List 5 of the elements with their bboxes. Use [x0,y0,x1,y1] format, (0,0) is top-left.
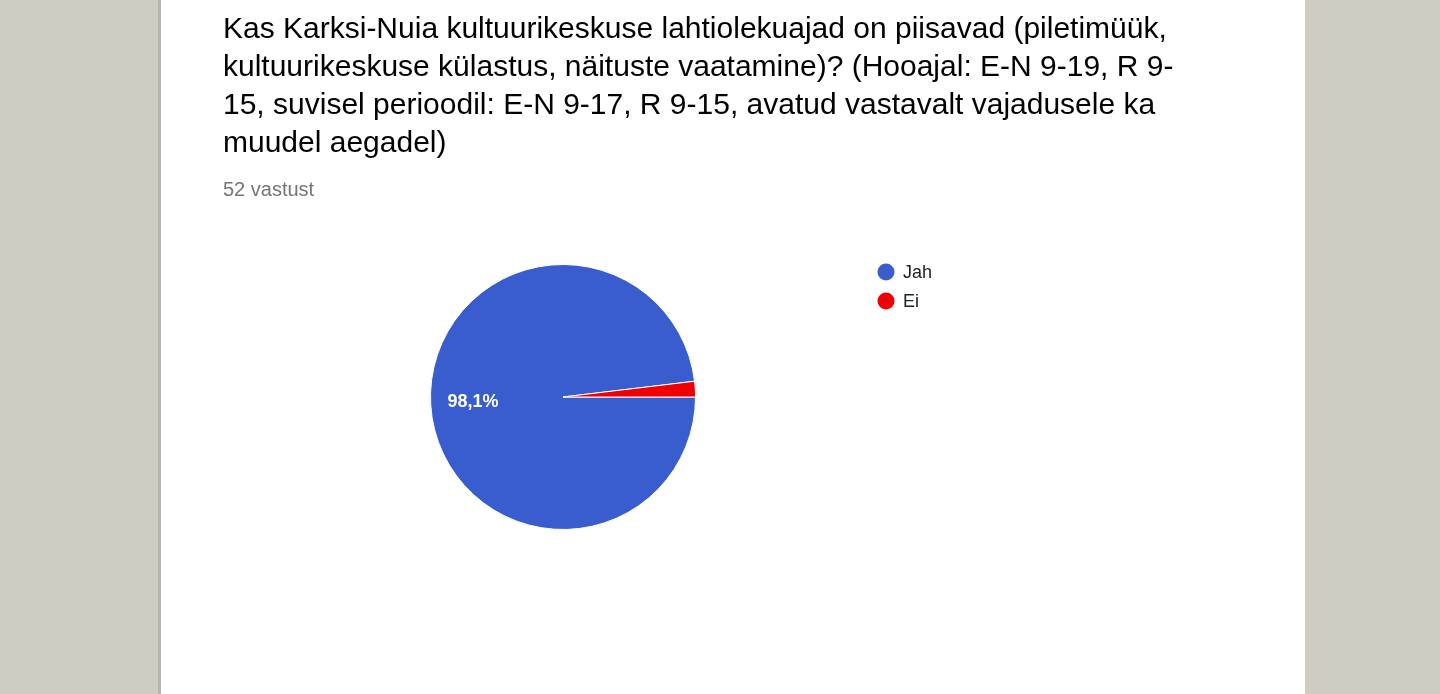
legend-label: Jah [903,261,933,282]
chart-title: Kas Karksi-Nuia kultuurikeskuse lahtiolekuajad on piisavad (piletimüük, kultuurikeskuse külastus, näituste vaatamine)? (Hooajal: E-N 9-19, R 9-15, suvisel perioodil: E-N 9-17, R 9-15, avatud vastavalt vajadusele ka muudel aegadel) [223,10,1175,160]
legend-label: Ei [903,290,920,311]
data-label: 98,1% [447,391,499,412]
text: 52 vastust [223,177,315,201]
